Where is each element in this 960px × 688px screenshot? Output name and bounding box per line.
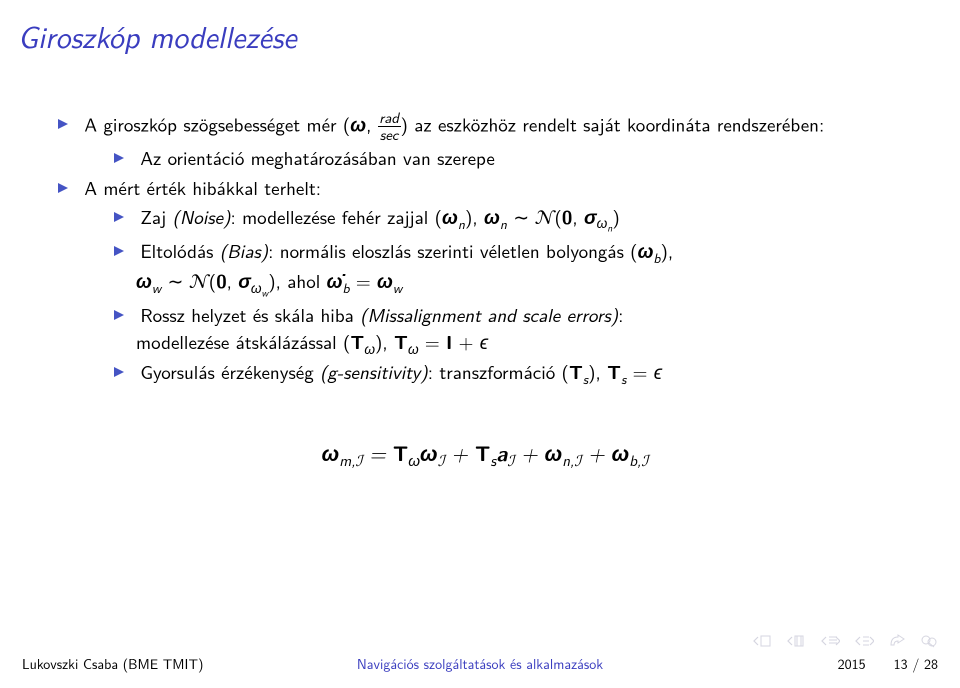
footer-author: Lukovszki Csaba (BME TMIT) [22, 654, 203, 674]
nav-next-sub-icon[interactable] [854, 634, 874, 648]
bullet-2-sub-3: Rossz helyzet és skála hiba (Missalignme… [114, 301, 912, 358]
nav-prev-icon[interactable] [786, 634, 806, 648]
b2-text: A mért érték hibákkal terhelt: [84, 173, 321, 201]
nav-prev-sub-icon[interactable] [820, 634, 840, 648]
b2s1-noise: (Noise) [172, 202, 230, 230]
bullet-2-sub-1: Zaj (Noise): modellezése fehér zajjal (ω… [114, 203, 912, 237]
b2s1-mid1: : modellezése fehér zajjal ( [230, 202, 442, 230]
b2s1-wn: ω [442, 202, 458, 230]
footer-title: Navigációs szolgáltatások és alkalmazáso… [357, 654, 603, 674]
b1-omega: ω [350, 109, 366, 137]
triangle-icon [114, 153, 124, 163]
b1s1-text: Az orientáció meghatározásában van szere… [140, 143, 494, 171]
triangle-icon [114, 310, 124, 320]
bullet-1-sub-1: Az orientáció meghatározásában van szere… [114, 144, 912, 170]
triangle-icon [58, 183, 68, 193]
b1-text-pre: A giroszkóp szögsebességet mér ( [84, 109, 350, 137]
nav-back-icon[interactable] [888, 634, 906, 648]
nav-icons [752, 634, 938, 648]
footer-page: 2015 13 / 28 [838, 654, 938, 674]
b2s1-pre: Zaj [140, 202, 172, 230]
content: A giroszkóp szögsebességet mér (ω, radse… [58, 110, 912, 473]
nav-search-icon[interactable] [920, 634, 938, 648]
equation: ωm,ℐ = Tωωℐ + Tsaℐ + ωn,ℐ + ωb,ℐ [58, 439, 912, 473]
b2s1-n: n [458, 213, 465, 233]
bullet-1: A giroszkóp szögsebességet mér (ω, radse… [58, 110, 912, 170]
bullet-2-sub-4: Gyorsulás érzékenység (g-sensitivity): t… [114, 358, 912, 389]
triangle-icon [114, 212, 124, 222]
triangle-icon [114, 246, 124, 256]
b1-frac: radsec [378, 110, 401, 142]
b2s1-mid2: ), [465, 202, 484, 230]
triangle-icon [114, 367, 124, 377]
bullet-2-sub-2: Eltolódás (Bias): normális eloszlás szer… [114, 237, 912, 302]
slide-title: Giroszkóp modellezése [18, 14, 297, 58]
triangle-icon [58, 119, 68, 129]
nav-first-icon[interactable] [752, 634, 772, 648]
b1-text-post: ) az eszközhöz rendelt saját koordináta … [401, 109, 825, 137]
bullet-2: A mért érték hibákkal terhelt: Zaj (Nois… [58, 174, 912, 389]
